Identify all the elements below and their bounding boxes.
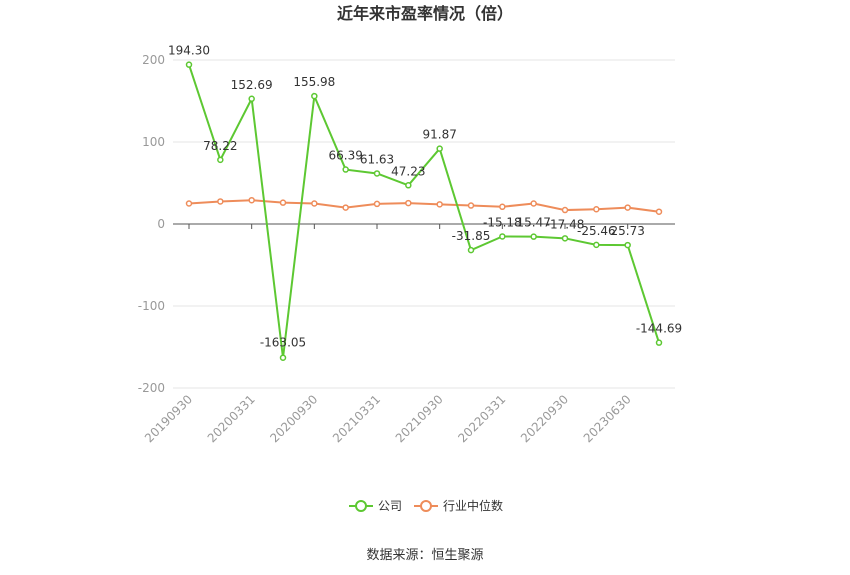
company-point[interactable] [248,95,255,103]
industry-median-point[interactable] [342,204,349,211]
industry-median-point[interactable] [593,205,600,213]
company-data-label: 61.63 [360,152,394,166]
source-note: 数据来源：恒生聚源 [366,548,483,563]
industry-median-point[interactable] [467,202,475,209]
industry-median-point[interactable] [217,198,224,205]
company-data-label: 15.47 [516,216,550,230]
company-point[interactable] [655,339,663,346]
company-data-label: 25.73 [610,224,644,238]
chart-title: 近年来市盈率情况（倍） [337,4,513,23]
company-data-label: 78.22 [203,139,237,153]
company-data-label: -15.18 [483,215,522,229]
company-point[interactable] [311,92,318,100]
company-data-label: -163.05 [260,336,306,350]
legend-label: 公司 [378,499,402,513]
company-point[interactable] [593,241,600,249]
x-tick-label: 20210331 [330,392,383,445]
legend[interactable]: 公司 行业中位数 [349,498,503,513]
company-data-label: 194.30 [168,44,210,58]
industry-median-point[interactable] [436,201,443,208]
y-tick-label: -200 [138,381,165,395]
industry-median-point[interactable] [561,206,569,214]
x-tick-label: 20200331 [205,392,258,445]
company-point[interactable] [279,354,287,361]
x-tick-label: 20220930 [518,392,571,445]
legend-circle-swatch [355,500,367,512]
industry-median-point[interactable] [279,199,287,206]
series-layer [185,61,663,361]
company-data-label: 47.23 [391,164,425,178]
y-axis: 200 100 0 -100 -200 [138,53,165,395]
company-data-label: -17.48 [546,217,585,231]
industry-median-point[interactable] [405,199,412,207]
company-data-label: -31.85 [452,229,491,243]
x-tick-label: 20200930 [267,392,320,445]
company-point[interactable] [405,182,412,189]
data-labels: 194.30 78.22 152.69 -163.05 155.98 66.3961.63… [168,44,682,350]
y-tick-label: -100 [138,299,165,313]
company-data-label: 66.39 [328,149,362,163]
x-tick-label: 20230630 [581,392,634,445]
legend-label: 行业中位数 [443,498,503,513]
y-tick-label: 0 [157,217,165,231]
company-data-label: 152.69 [231,78,273,92]
company-point[interactable] [624,241,631,249]
company-data-label: -144.69 [636,322,682,336]
company-point[interactable] [217,156,224,164]
legend-item-company[interactable]: 公司 [349,499,402,513]
y-tick-label: 100 [142,135,165,149]
industry-median-point[interactable] [530,200,537,207]
company-point[interactable] [530,233,537,240]
industry-median-point[interactable] [248,196,255,204]
company-point[interactable] [499,233,506,240]
company-point[interactable] [561,235,569,242]
industry-median-point[interactable] [499,203,506,211]
company-data-label: 155.98 [293,75,335,89]
company-data-label: -25.46 [577,224,616,238]
company-series-line [188,64,660,358]
x-tick-label: 20190930 [142,392,195,445]
industry-median-point[interactable] [655,208,663,215]
x-axis: 20190930 20200331 20200930 20210331 20210930… [142,223,675,445]
company-point[interactable] [467,246,475,254]
legend-item-industry-median[interactable]: 行业中位数 [414,498,503,513]
y-tick-label: 200 [142,53,165,67]
legend-circle-swatch [420,500,432,512]
company-point[interactable] [436,145,443,152]
industry-median-point[interactable] [373,200,381,208]
company-point[interactable] [185,61,193,68]
company-data-label: 91.87 [422,128,456,142]
industry-median-point[interactable] [311,200,318,207]
company-point[interactable] [373,170,381,177]
industry-median-point[interactable] [185,200,193,207]
industry-median-series-line [188,199,660,213]
company-point[interactable] [342,166,349,173]
industry-median-point[interactable] [624,204,631,211]
x-tick-label: 20210930 [393,392,446,445]
x-tick-label: 20220331 [455,392,508,445]
